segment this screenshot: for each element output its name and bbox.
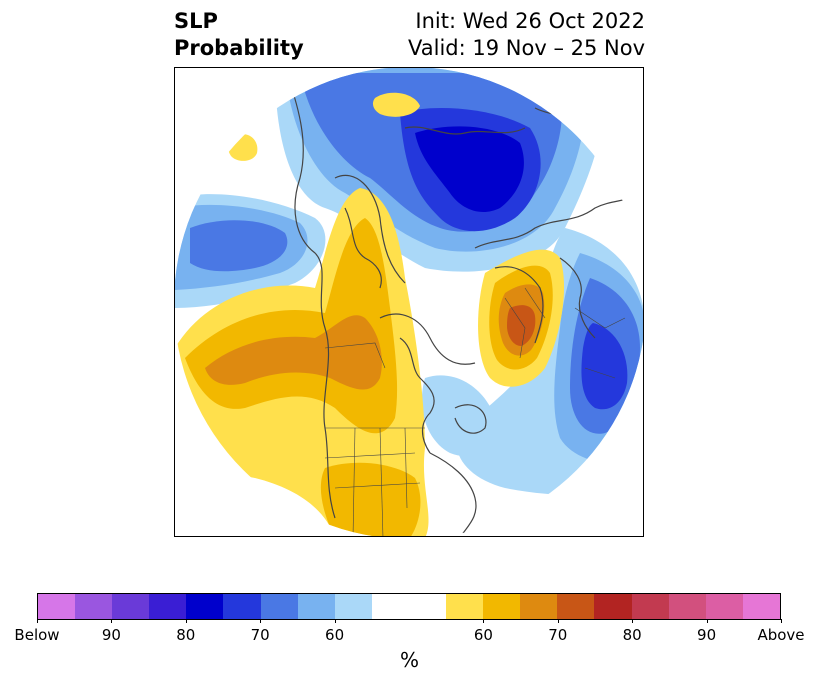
colorbar-swatch [408,594,447,619]
orange-region-us [320,462,421,536]
colorbar-swatch [705,594,743,619]
orange-region-siberia [372,92,420,117]
blue-region-pacific-40 [190,220,288,272]
coastlines [284,68,643,536]
colorbar-swatch [520,594,558,619]
colorbar-swatch [594,594,632,619]
colorbar [37,593,781,620]
colorbar-swatch [668,594,706,619]
variable-subtitle: Probability [174,36,304,60]
colorbar-swatch [186,594,224,619]
probability-map [174,67,644,537]
colorbar-tick-label: 90 [697,626,717,644]
valid-range: Valid: 19 Nov – 25 Nov [408,36,645,60]
blue-region-europe-50 [581,323,628,410]
colorbar-tick: 80 [602,619,662,644]
colorbar-tick: 90 [81,619,141,644]
colorbar-swatch [112,594,150,619]
map-svg [175,68,643,536]
colorbar-tick: 70 [528,619,588,644]
colorbar-swatch [557,594,595,619]
colorbar-swatch [38,594,76,619]
colorbar-swatch [742,594,780,619]
colorbar-swatch [297,594,335,619]
orange-region-namerica-40 [205,315,382,390]
colorbar-tick: 80 [156,619,216,644]
colorbar-label: % [399,648,419,672]
colorbar-swatch [149,594,187,619]
colorbar-tick-label: Above [757,626,805,644]
blue-region-arctic-60 [415,126,524,213]
chart-title-left: SLP Probability [174,8,304,62]
colorbar-swatch [334,594,372,619]
chart-title-right: Init: Wed 26 Oct 2022 Valid: 19 Nov – 25… [408,8,645,62]
colorbar-swatch [631,594,669,619]
colorbar-swatch [223,594,261,619]
colorbar-tick: 60 [305,619,365,644]
colorbar-swatch [260,594,298,619]
colorbar-tick-label: 70 [250,626,270,644]
borders [324,287,626,536]
colorbar-tick: 60 [453,619,513,644]
colorbar-tick-label: Below [14,626,60,644]
colorbar-swatch [75,594,113,619]
colorbar-swatch [371,594,409,619]
colorbar-tick-label: 70 [548,626,568,644]
colorbar-tick: 70 [230,619,290,644]
colorbar-tick: Below [7,619,67,644]
init-date: Init: Wed 26 Oct 2022 [415,9,645,33]
colorbar-tick: Above [751,619,811,644]
colorbar-tick-label: 90 [101,626,121,644]
colorbar-tick-label: 60 [325,626,345,644]
colorbar-swatch [446,594,484,619]
colorbar-ticks: Below 90 80 70 60 60 70 80 90 Above [14,619,805,644]
blue-region-atlantic [421,375,496,457]
colorbar-tick-label: 80 [176,626,196,644]
colorbar-tick: 90 [677,619,737,644]
orange-region-scandinavia-50 [507,305,536,346]
colorbar-tick-label: 60 [473,626,493,644]
variable-title: SLP [174,9,218,33]
colorbar-swatch [483,594,521,619]
colorbar-tick-label: 80 [622,626,642,644]
